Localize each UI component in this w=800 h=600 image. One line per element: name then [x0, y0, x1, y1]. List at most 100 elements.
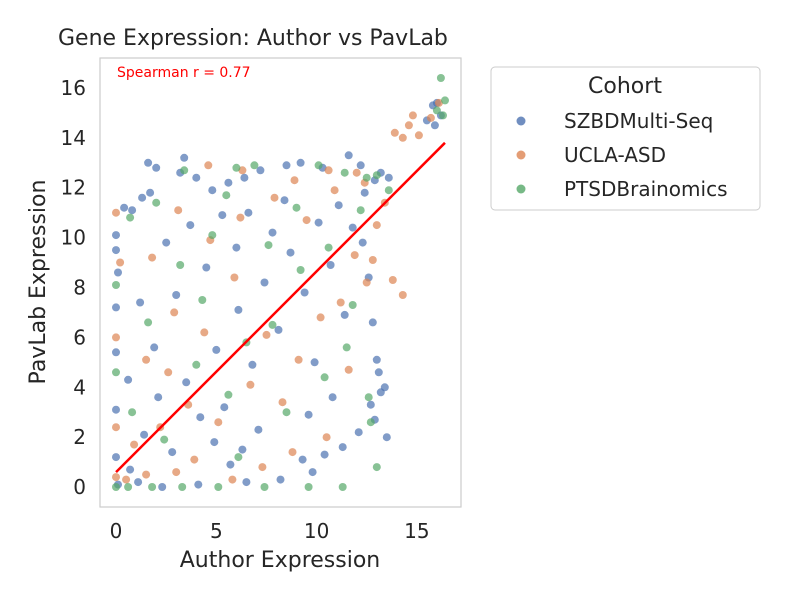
data-point — [246, 380, 255, 389]
data-point — [164, 368, 173, 377]
data-point — [128, 408, 137, 417]
data-point — [126, 465, 135, 474]
y-tick-label: 16 — [61, 76, 86, 100]
data-point — [368, 318, 377, 327]
data-point — [358, 238, 367, 247]
x-tick-label: 15 — [404, 519, 429, 543]
data-point — [112, 231, 120, 240]
data-point — [234, 305, 243, 314]
y-axis-label: PavLab Expression — [26, 180, 51, 385]
data-point — [250, 161, 259, 170]
data-point — [120, 203, 129, 212]
data-point — [196, 413, 205, 422]
y-tick-label: 0 — [73, 475, 86, 499]
legend-label: SZBDMulti-Seq — [564, 109, 713, 133]
data-point — [324, 166, 333, 175]
data-point — [186, 221, 195, 230]
data-point — [116, 258, 125, 267]
data-point — [210, 438, 219, 447]
data-point — [244, 208, 253, 217]
data-point — [292, 203, 301, 212]
data-point — [174, 206, 183, 215]
plot-frame — [99, 57, 462, 508]
legend-title: Cohort — [588, 74, 662, 99]
data-point — [128, 206, 137, 215]
data-point — [112, 483, 120, 491]
legend-label: PTSDBrainomics — [564, 177, 728, 201]
data-point — [222, 191, 231, 200]
data-point — [296, 266, 305, 274]
data-point — [336, 298, 345, 307]
data-point — [388, 276, 397, 284]
data-point — [146, 188, 155, 197]
data-point — [382, 433, 391, 442]
data-point — [374, 368, 383, 377]
data-point — [354, 428, 363, 437]
data-point — [340, 168, 349, 177]
data-point — [414, 131, 423, 140]
data-point — [268, 320, 277, 329]
data-point — [112, 281, 120, 289]
data-point — [338, 443, 347, 452]
data-point — [408, 111, 417, 120]
y-tick-label: 6 — [73, 325, 86, 349]
trend-line — [115, 141, 446, 473]
data-point — [340, 310, 349, 319]
data-point — [348, 301, 357, 309]
series-szbdmulti-seq — [112, 98, 445, 491]
data-point — [158, 483, 167, 491]
data-point — [274, 325, 283, 334]
data-point — [254, 425, 263, 434]
data-point — [314, 161, 323, 170]
data-point — [362, 278, 371, 287]
data-point — [208, 186, 217, 195]
data-point — [112, 423, 120, 432]
data-point — [344, 151, 353, 160]
legend-items: SZBDMulti-Seq UCLA-ASD PTSDBrainomics — [516, 109, 728, 201]
data-point — [300, 288, 309, 297]
legend: Cohort SZBDMulti-Seq UCLA-ASD PTSDBrainomi… — [490, 66, 761, 211]
data-point — [232, 163, 241, 172]
data-point — [404, 121, 413, 130]
data-point — [322, 433, 331, 442]
data-point — [282, 161, 291, 170]
data-point — [168, 448, 177, 457]
x-axis-label: Author Expression — [180, 548, 380, 573]
data-point — [180, 153, 189, 162]
data-point — [202, 263, 211, 272]
data-point — [338, 483, 347, 491]
data-point — [372, 355, 381, 364]
data-point — [144, 318, 153, 327]
data-point — [256, 166, 265, 175]
data-point — [384, 173, 393, 182]
y-tick-label: 4 — [73, 375, 86, 399]
data-point — [258, 463, 267, 472]
data-point — [294, 355, 303, 364]
legend-marker — [516, 116, 526, 126]
data-point — [124, 483, 133, 491]
data-point — [150, 343, 159, 352]
data-point — [360, 188, 369, 197]
data-point — [248, 360, 257, 369]
spearman-annotation: Spearman r = 0.77 — [117, 65, 251, 81]
x-tick-label: 10 — [304, 519, 329, 543]
data-point — [112, 473, 120, 482]
data-point — [262, 330, 271, 339]
data-point — [316, 313, 325, 322]
data-point — [366, 418, 375, 427]
y-axis-ticks: 0 2 4 6 8 10 12 14 16 — [61, 76, 86, 499]
data-point — [348, 223, 357, 232]
legend-marker — [516, 150, 526, 160]
data-point — [238, 445, 247, 454]
data-point — [138, 193, 147, 202]
data-point — [288, 448, 297, 457]
legend-box — [490, 66, 761, 211]
data-point — [368, 256, 377, 264]
data-point — [136, 298, 145, 307]
data-point — [182, 378, 191, 387]
data-point — [144, 158, 153, 167]
data-point — [264, 241, 273, 250]
data-point — [124, 375, 133, 384]
data-point — [334, 201, 343, 210]
data-point — [242, 478, 251, 487]
